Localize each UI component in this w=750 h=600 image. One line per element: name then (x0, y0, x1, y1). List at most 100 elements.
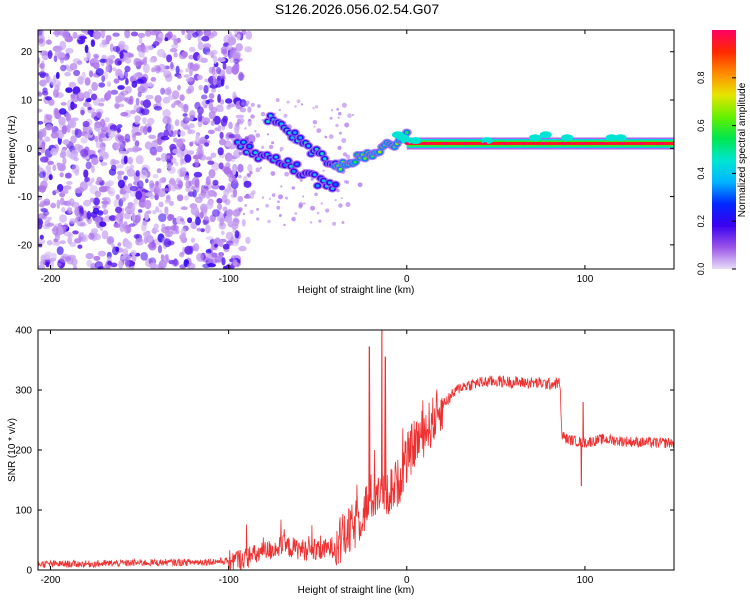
noise-speck (318, 219, 322, 223)
noise-blob (95, 68, 104, 76)
noise-blob (151, 140, 159, 149)
noise-blob (70, 135, 77, 144)
noise-blob (63, 56, 69, 61)
noise-blob (198, 84, 203, 91)
noise-blob (97, 250, 107, 257)
noise-blob (55, 71, 60, 80)
noise-blob (38, 151, 42, 156)
noise-blob (187, 217, 193, 224)
noise-blob (132, 145, 139, 153)
noise-speck (329, 116, 333, 120)
noise-blob (38, 185, 47, 191)
snr-xlabel: Height of straight line (km) (298, 585, 415, 596)
noise-blob (177, 84, 181, 91)
noise-blob (109, 43, 114, 52)
noise-blob (84, 133, 92, 139)
noise-blob (154, 95, 162, 104)
noise-blob (67, 233, 74, 238)
noise-speck (302, 195, 305, 198)
carrier-peak (659, 142, 664, 145)
noise-blob (144, 199, 152, 210)
noise-blob (101, 200, 109, 205)
noise-blob (101, 230, 109, 240)
noise-blob (127, 202, 134, 207)
signal-core (293, 131, 297, 135)
figure-title: S126.2026.056.02.54.G07 (275, 1, 439, 17)
noise-blob (164, 226, 172, 231)
signal-core (244, 150, 249, 154)
noise-blob (142, 231, 151, 237)
noise-blob (59, 240, 67, 245)
noise-blob (83, 91, 90, 99)
noise-blob (38, 213, 46, 220)
noise-speck (299, 178, 303, 182)
noise-blob (149, 180, 155, 189)
noise-speck (342, 152, 348, 157)
noise-speck (266, 133, 270, 136)
noise-blob (211, 88, 217, 93)
noise-blob (228, 134, 236, 139)
noise-blob (179, 234, 187, 241)
noise-blob (149, 58, 155, 63)
noise-blob (124, 30, 131, 39)
noise-speck (357, 182, 363, 188)
noise-blob (91, 165, 95, 174)
noise-blob (219, 185, 225, 191)
noise-blob (114, 102, 120, 109)
signal-core (363, 157, 367, 160)
noise-blob (181, 51, 188, 58)
noise-blob (69, 63, 78, 71)
noise-speck (238, 174, 242, 179)
noise-blob (184, 154, 192, 163)
noise-blob (160, 135, 170, 141)
noise-speck (271, 141, 275, 145)
noise-blob (79, 215, 84, 222)
noise-blob (110, 164, 117, 172)
noise-blob (221, 257, 226, 266)
noise-blob (116, 170, 125, 176)
noise-blob (90, 93, 98, 101)
noise-blob (86, 51, 91, 61)
noise-blob (40, 254, 46, 263)
noise-blob (101, 39, 108, 46)
noise-speck (261, 196, 265, 199)
noise-blob (54, 84, 60, 94)
noise-blob (78, 35, 87, 40)
noise-blob (138, 209, 143, 213)
noise-blob (194, 158, 200, 168)
noise-blob (220, 117, 228, 127)
noise-blob (145, 30, 152, 37)
x-tick-label: 100 (577, 575, 594, 586)
noise-blob (156, 48, 166, 58)
noise-blob (143, 235, 148, 244)
noise-blob (92, 62, 100, 70)
noise-blob (208, 169, 216, 179)
noise-blob (213, 115, 221, 125)
carrier-bump (561, 134, 574, 142)
noise-blob (57, 262, 62, 267)
noise-blob (99, 132, 106, 138)
noise-blob (112, 246, 119, 256)
noise-blob (69, 242, 77, 247)
noise-blob (45, 164, 52, 172)
noise-speck (313, 125, 316, 128)
noise-blob (171, 44, 179, 49)
noise-blob (144, 141, 153, 150)
noise-blob (175, 215, 184, 225)
noise-blob (80, 148, 89, 158)
noise-blob (181, 30, 186, 35)
noise-blob (114, 133, 123, 143)
noise-blob (161, 223, 166, 229)
noise-blob (69, 218, 76, 225)
noise-blob (225, 231, 234, 241)
carrier-peak (580, 142, 586, 145)
noise-blob (56, 246, 64, 256)
noise-blob (38, 217, 43, 222)
signal-core (327, 181, 332, 185)
noise-blob (142, 63, 150, 74)
signal-core (333, 183, 338, 186)
noise-blob (135, 97, 140, 106)
noise-blob (38, 120, 44, 125)
noise-speck (324, 135, 328, 139)
noise-blob (96, 176, 103, 183)
